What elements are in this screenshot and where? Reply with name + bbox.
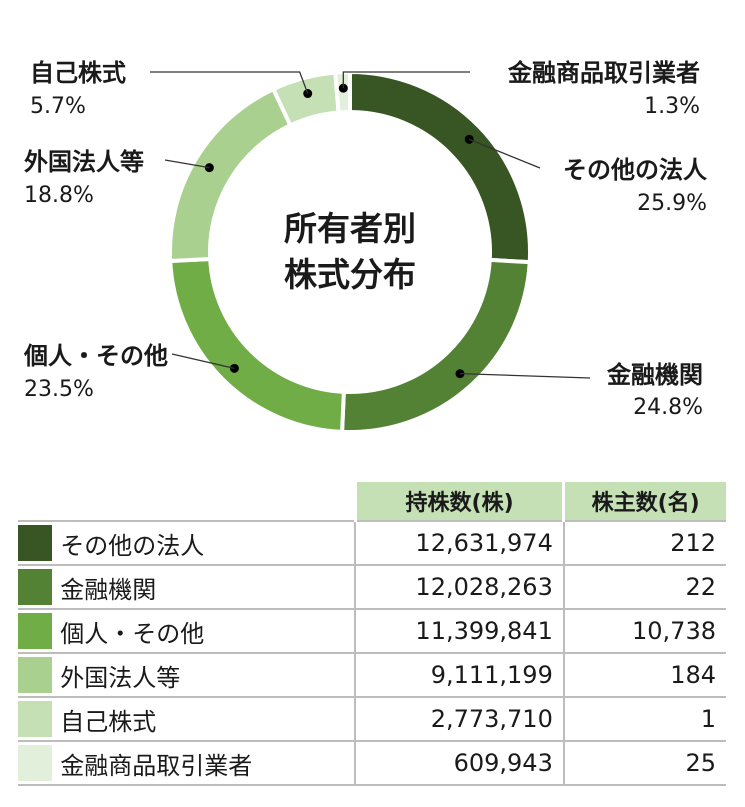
label-name-foreign-corporations: 外国法人等 (24, 148, 144, 176)
swatch-color (18, 745, 52, 781)
header-shares: 持株数(株) (353, 482, 564, 521)
label-pct-individuals: 23.5% (24, 377, 94, 402)
row-shares: 9,111,199 (354, 652, 564, 697)
label-pct-treasury-stock: 5.7% (30, 94, 86, 119)
row-shares: 12,631,974 (354, 520, 564, 565)
label-pct-foreign-corporations: 18.8% (24, 183, 94, 208)
label-pct-securities-firms: 1.3% (644, 94, 700, 119)
shareholder-table: 持株数(株) 株主数(名) その他の法人 12,631,974 212 金融機関 12,… (18, 482, 726, 786)
swatch-color (18, 657, 52, 693)
row-shares: 2,773,710 (354, 696, 564, 741)
row-swatch (18, 652, 53, 697)
table-header-row: 持株数(株) 株主数(名) (18, 482, 726, 521)
leader-line-individuals (171, 353, 235, 369)
header-holders: 株主数(名) (562, 482, 726, 521)
row-holders: 10,738 (562, 608, 726, 653)
row-holders: 22 (562, 564, 726, 609)
swatch-color (18, 569, 52, 605)
table-row: 自己株式 2,773,710 1 (18, 696, 726, 741)
leader-line-other-corporations (468, 138, 541, 169)
label-name-individuals: 個人・その他 (23, 342, 168, 370)
table-row: 個人・その他 11,399,841 10,738 (18, 608, 726, 653)
swatch-color (18, 613, 52, 649)
row-holders: 25 (562, 740, 726, 786)
row-category: 金融商品取引業者 (52, 740, 356, 786)
row-holders: 212 (562, 520, 726, 565)
row-swatch (18, 564, 53, 609)
row-swatch (18, 696, 53, 741)
table-row: その他の法人 12,631,974 212 (18, 520, 726, 565)
label-name-securities-firms: 金融商品取引業者 (507, 59, 700, 87)
leader-line-treasury-stock (150, 71, 309, 94)
table-row: 金融機関 12,028,263 22 (18, 564, 726, 609)
table-row: 外国法人等 9,111,199 184 (18, 652, 726, 697)
leader-line-financial-institutions (459, 372, 591, 379)
table-row: 金融商品取引業者 609,943 25 (18, 740, 726, 786)
ownership-donut-chart: 所有者別 株式分布 その他の法人 25.9% 金融機関 24.8% 個人・その他… (23, 59, 707, 434)
row-holders: 1 (562, 696, 726, 741)
swatch-color (18, 525, 52, 561)
row-shares: 609,943 (354, 740, 564, 786)
row-category: 外国法人等 (52, 652, 356, 697)
label-name-financial-institutions: 金融機関 (606, 361, 703, 389)
slice-foreign-corporations (168, 86, 294, 264)
label-name-treasury-stock: 自己株式 (30, 59, 126, 87)
row-category: 個人・その他 (52, 608, 356, 653)
header-blank (18, 482, 355, 521)
row-swatch (18, 740, 53, 786)
swatch-color (18, 701, 52, 737)
row-shares: 12,028,263 (354, 564, 564, 609)
row-holders: 184 (562, 652, 726, 697)
label-pct-financial-institutions: 24.8% (633, 395, 703, 420)
donut-slices (168, 69, 532, 434)
row-swatch (18, 520, 53, 565)
leader-lines (150, 71, 591, 379)
row-category: 金融機関 (52, 564, 356, 609)
row-category: 自己株式 (52, 696, 356, 741)
leader-line-securities-firms (342, 71, 470, 89)
row-shares: 11,399,841 (354, 608, 564, 653)
center-title-line1: 所有者別 (284, 209, 416, 248)
label-pct-other-corporations: 25.9% (637, 191, 707, 216)
leader-line-foreign-corporations (164, 159, 210, 169)
label-name-other-corporations: その他の法人 (563, 156, 707, 184)
center-title-line2: 株式分布 (284, 255, 416, 294)
row-swatch (18, 608, 53, 653)
row-category: その他の法人 (52, 520, 356, 565)
